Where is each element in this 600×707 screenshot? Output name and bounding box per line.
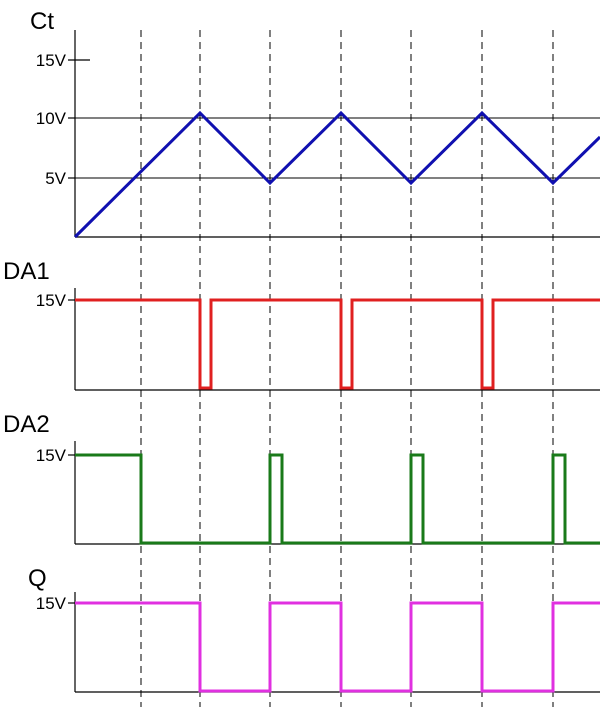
panel-da1: DA1 15V [3, 258, 600, 391]
panel-da1-tick-label-15v: 15V [36, 291, 67, 310]
panel-ct-waveform [73, 110, 600, 239]
panel-da2-waveform [75, 453, 600, 545]
panel-q: Q 15V [28, 565, 600, 693]
panel-ct: Ct 15V 10V 5V [30, 8, 600, 239]
panel-ct-title: Ct [30, 8, 54, 35]
panel-da1-waveform [75, 298, 600, 390]
panel-da2-tick-label-15v: 15V [36, 446, 67, 465]
panel-da2: DA2 15V [3, 411, 600, 545]
panel-da2-title: DA2 [3, 411, 50, 438]
panel-q-waveform [75, 601, 600, 693]
panel-da1-title: DA1 [3, 258, 50, 285]
panel-q-tick-label-15v: 15V [36, 594, 67, 613]
time-markers [140, 30, 554, 707]
panel-ct-tick-label-5v: 5V [45, 169, 66, 188]
panel-q-title: Q [28, 565, 47, 592]
panel-ct-tick-label-10v: 10V [36, 109, 67, 128]
panel-ct-tick-label-15v: 15V [36, 51, 67, 70]
